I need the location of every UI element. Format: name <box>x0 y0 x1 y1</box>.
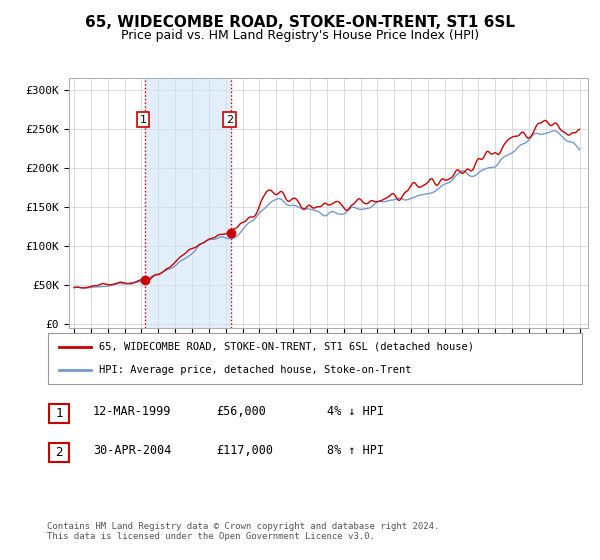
Text: 65, WIDECOMBE ROAD, STOKE-ON-TRENT, ST1 6SL: 65, WIDECOMBE ROAD, STOKE-ON-TRENT, ST1 … <box>85 15 515 30</box>
Text: Contains HM Land Registry data © Crown copyright and database right 2024.
This d: Contains HM Land Registry data © Crown c… <box>47 522 440 542</box>
Text: 4% ↓ HPI: 4% ↓ HPI <box>327 405 384 418</box>
Text: £56,000: £56,000 <box>216 405 266 418</box>
FancyBboxPatch shape <box>48 333 582 384</box>
Text: 1: 1 <box>139 115 146 125</box>
Bar <box>145 78 231 328</box>
Text: 2: 2 <box>226 115 233 125</box>
Text: 1: 1 <box>55 407 62 420</box>
Text: 2: 2 <box>55 446 62 459</box>
Text: 12-MAR-1999: 12-MAR-1999 <box>93 405 172 418</box>
FancyBboxPatch shape <box>49 443 69 462</box>
Text: 8% ↑ HPI: 8% ↑ HPI <box>327 444 384 458</box>
Text: Price paid vs. HM Land Registry's House Price Index (HPI): Price paid vs. HM Land Registry's House … <box>121 29 479 42</box>
FancyBboxPatch shape <box>49 404 69 423</box>
Text: £117,000: £117,000 <box>216 444 273 458</box>
Text: 65, WIDECOMBE ROAD, STOKE-ON-TRENT, ST1 6SL (detached house): 65, WIDECOMBE ROAD, STOKE-ON-TRENT, ST1 … <box>99 342 474 352</box>
Text: 30-APR-2004: 30-APR-2004 <box>93 444 172 458</box>
Text: HPI: Average price, detached house, Stoke-on-Trent: HPI: Average price, detached house, Stok… <box>99 365 411 375</box>
